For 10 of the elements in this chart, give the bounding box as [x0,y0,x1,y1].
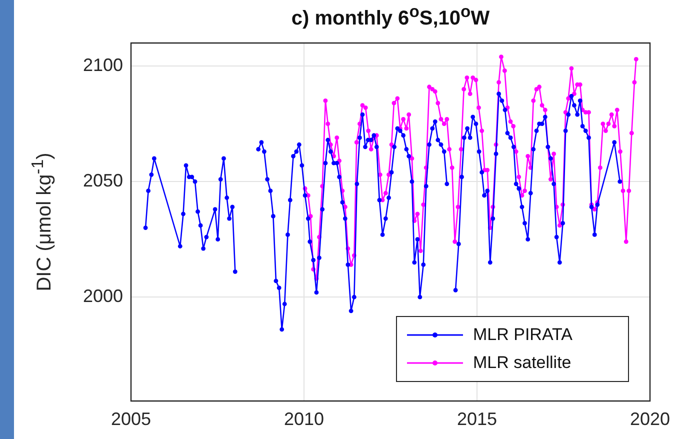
legend-label: MLR PIRATA [473,325,572,345]
x-tick-label: 2015 [456,408,498,429]
x-tick-label: 2010 [284,408,324,429]
y-tick-label: 2050 [82,170,123,191]
x-tick-label: 2005 [110,408,152,429]
legend-label: MLR satellite [473,353,572,373]
x-tick-label: 2020 [630,408,670,429]
y-tick-label: 2000 [82,286,123,306]
y-tick-label: 2100 [82,55,123,76]
chart-title: c) monthly 6$^{o}$S,10$^{o}$W [290,2,491,31]
